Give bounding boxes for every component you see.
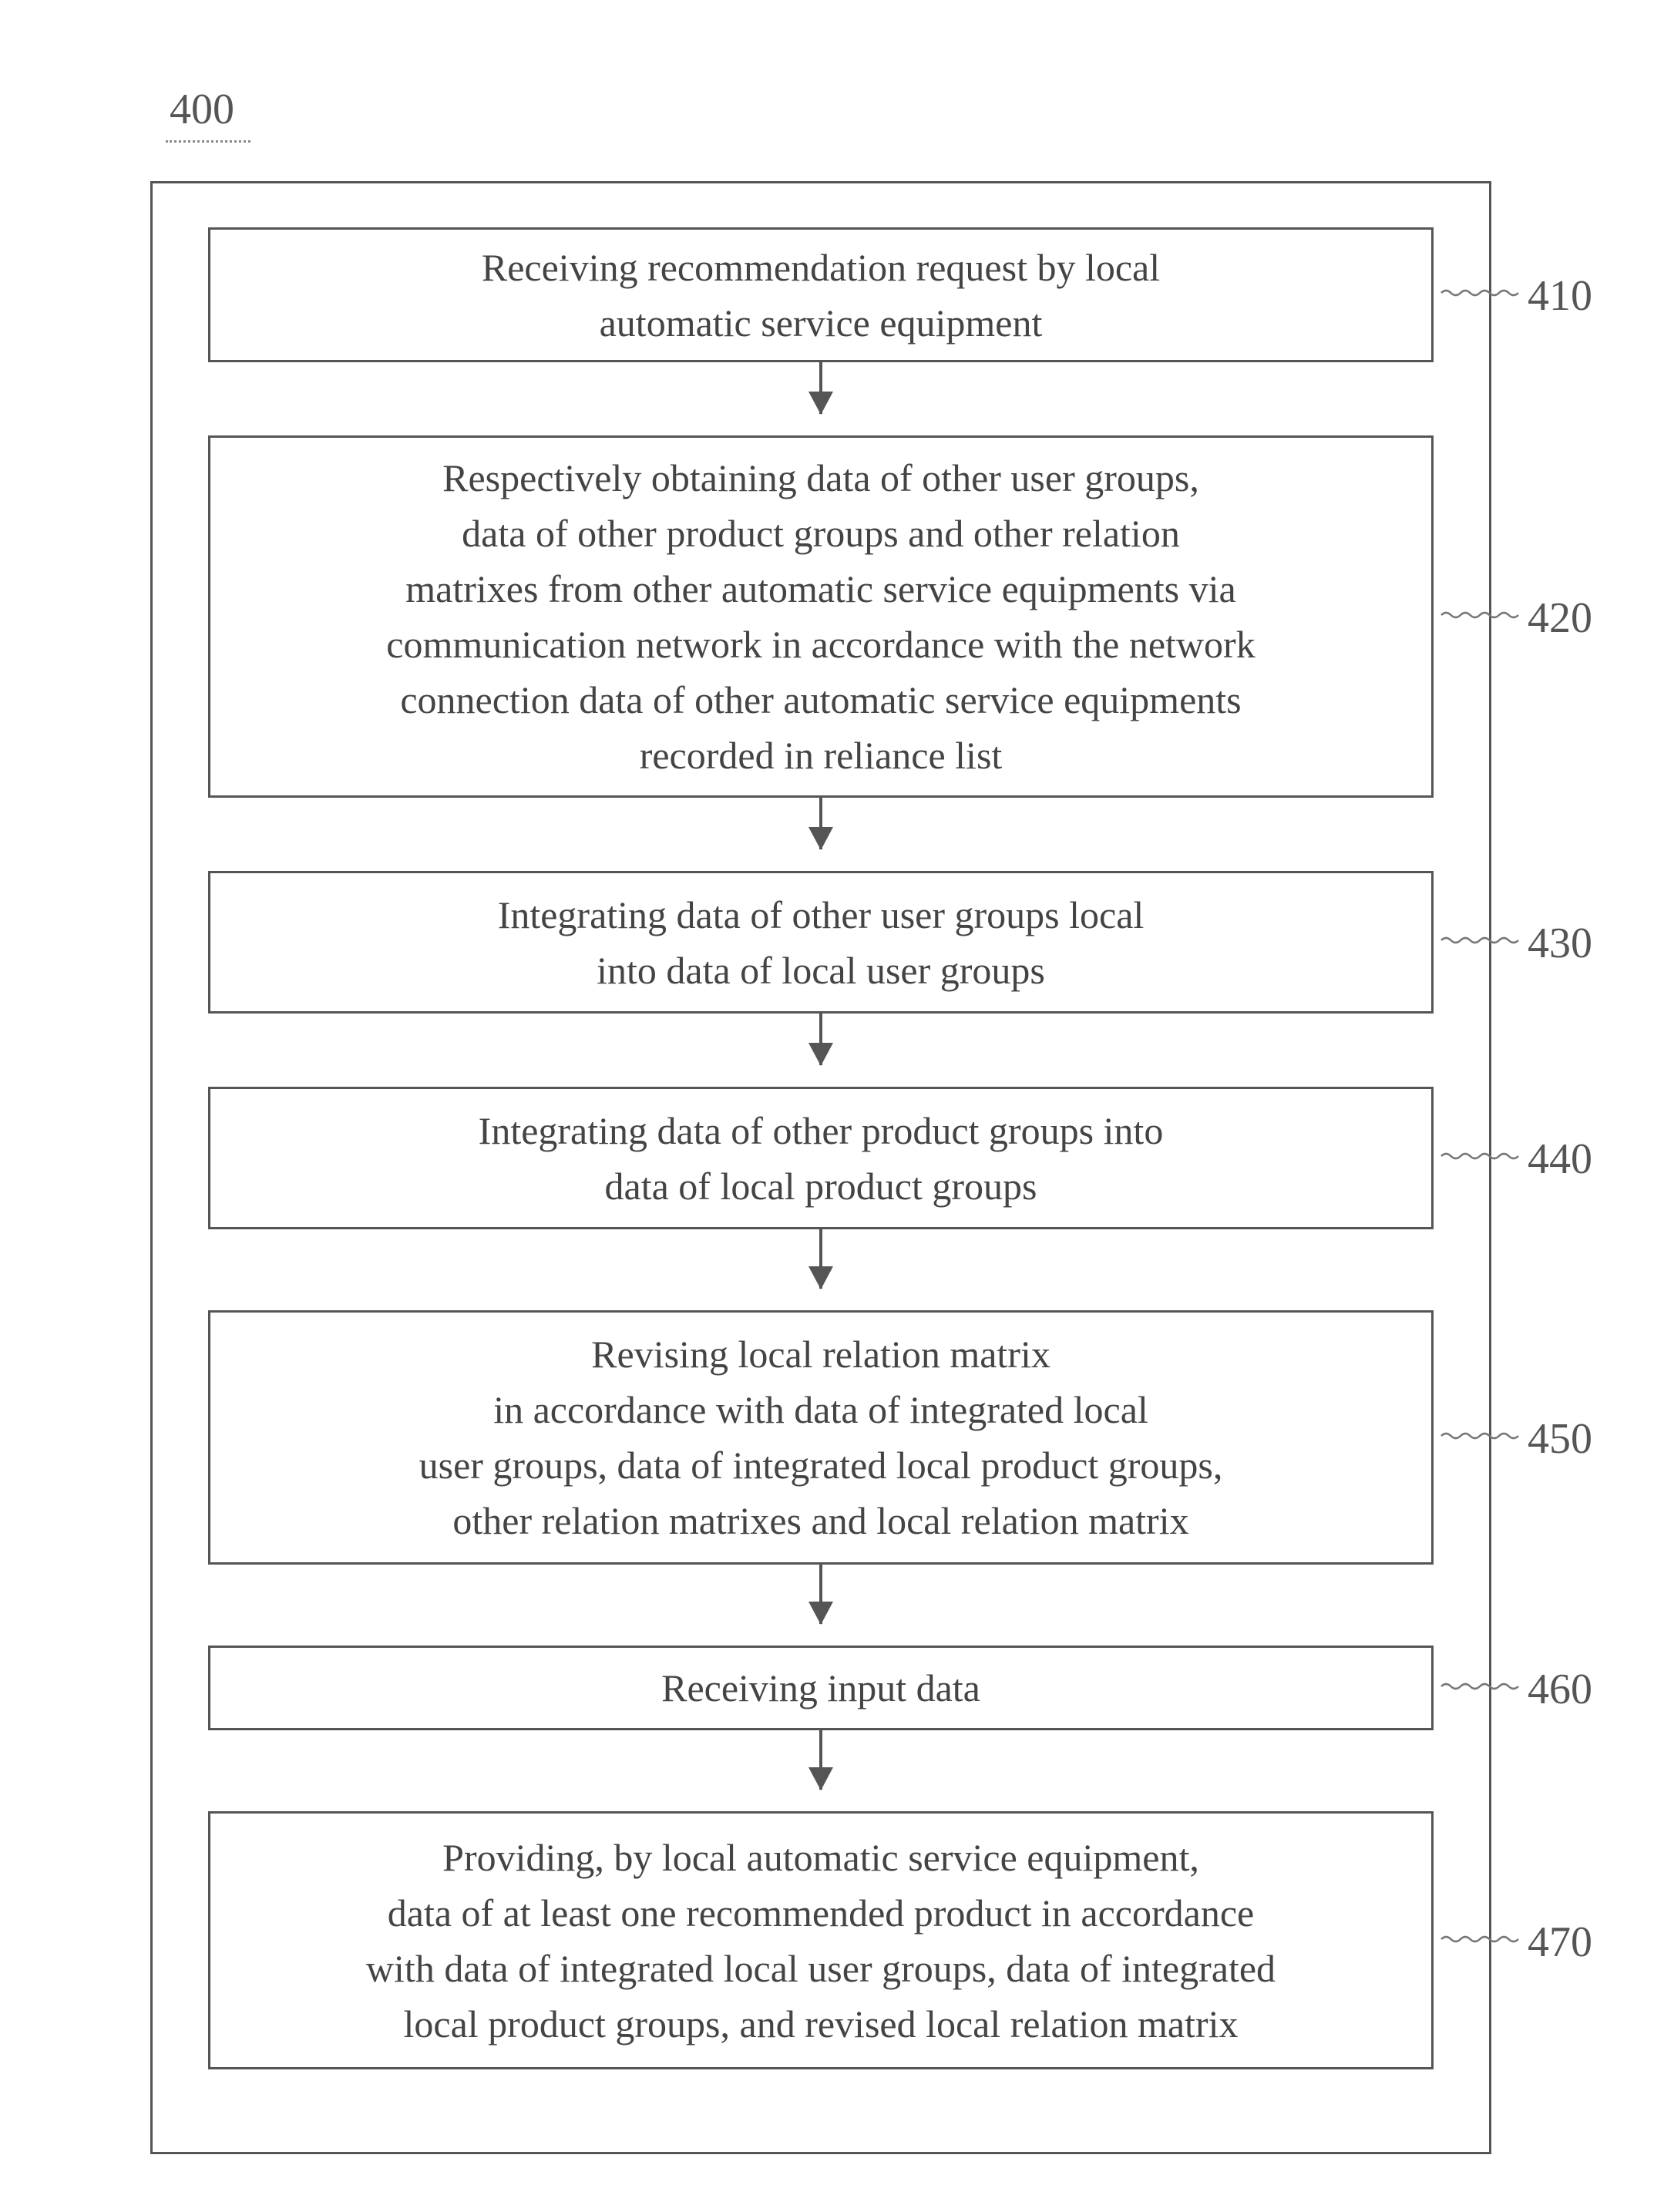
flow-step-460: Receiving input data <box>208 1646 1434 1730</box>
flow-arrow-430-440 <box>819 1014 822 1065</box>
flow-step-450: Revising local relation matrixin accorda… <box>208 1310 1434 1565</box>
flow-arrow-460-470 <box>819 1730 822 1790</box>
flow-step-label-430: 430 <box>1528 919 1592 968</box>
flow-step-label-460: 460 <box>1528 1665 1592 1714</box>
callout-leader <box>1441 1151 1518 1164</box>
flow-step-text: Receiving recommendation request by loca… <box>482 240 1160 351</box>
flow-step-470: Providing, by local automatic service eq… <box>208 1811 1434 2069</box>
figure-number-label: 400 <box>170 85 234 134</box>
callout-leader <box>1441 288 1518 301</box>
flow-step-420: Respectively obtaining data of other use… <box>208 435 1434 798</box>
flow-step-label-450: 450 <box>1528 1414 1592 1464</box>
flow-step-label-440: 440 <box>1528 1135 1592 1184</box>
flow-arrow-450-460 <box>819 1565 822 1624</box>
flow-step-label-470: 470 <box>1528 1918 1592 1967</box>
flow-step-label-410: 410 <box>1528 271 1592 321</box>
flow-arrow-420-430 <box>819 798 822 849</box>
flow-step-440: Integrating data of other product groups… <box>208 1087 1434 1229</box>
flow-arrow-410-420 <box>819 362 822 414</box>
flow-step-text: Revising local relation matrixin accorda… <box>419 1326 1223 1548</box>
flow-arrow-440-450 <box>819 1229 822 1289</box>
figure-number-underline <box>166 140 250 143</box>
flow-step-430: Integrating data of other user groups lo… <box>208 871 1434 1014</box>
flow-step-text: Integrating data of other product groups… <box>479 1103 1164 1214</box>
flow-step-410: Receiving recommendation request by loca… <box>208 227 1434 362</box>
callout-leader <box>1441 1935 1518 1947</box>
flow-step-text: Providing, by local automatic service eq… <box>366 1830 1276 2052</box>
callout-leader <box>1441 610 1518 623</box>
flow-step-text: Receiving input data <box>661 1660 980 1716</box>
flow-step-text: Integrating data of other user groups lo… <box>498 887 1145 998</box>
callout-leader <box>1441 1682 1518 1694</box>
flow-step-label-420: 420 <box>1528 593 1592 643</box>
flow-step-text: Respectively obtaining data of other use… <box>386 450 1255 783</box>
callout-leader <box>1441 936 1518 948</box>
callout-leader <box>1441 1431 1518 1444</box>
